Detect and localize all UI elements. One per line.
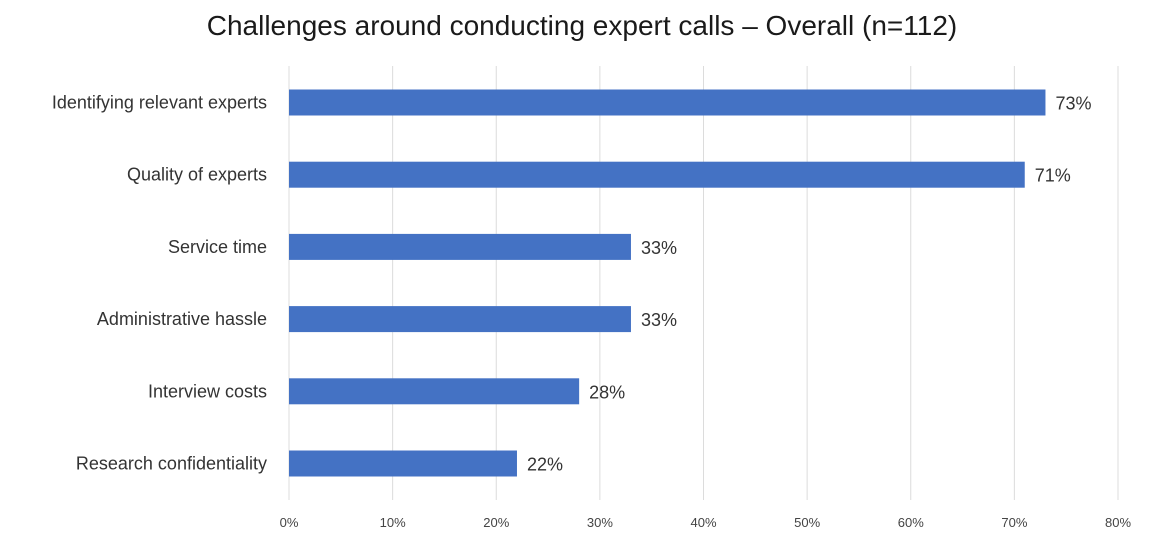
category-label: Administrative hassle: [97, 309, 267, 329]
data-label: 28%: [589, 382, 625, 402]
bar: [289, 233, 631, 260]
x-tick-label: 40%: [690, 515, 716, 530]
data-label: 73%: [1055, 94, 1091, 114]
bar: [289, 89, 1046, 116]
data-label: 33%: [641, 238, 677, 258]
bar: [289, 161, 1025, 188]
data-label: 71%: [1035, 166, 1071, 186]
x-tick-label: 60%: [898, 515, 924, 530]
category-label: Quality of experts: [127, 165, 267, 185]
x-tick-label: 30%: [587, 515, 613, 530]
bar: [289, 378, 580, 405]
x-tick-label: 20%: [483, 515, 509, 530]
bar: [289, 450, 517, 477]
chart-title: Challenges around conducting expert call…: [206, 10, 958, 41]
x-tick-label: 50%: [794, 515, 820, 530]
data-label: 22%: [527, 455, 563, 475]
category-label: Research confidentiality: [76, 454, 267, 474]
category-label: Identifying relevant experts: [52, 93, 267, 113]
category-label: Service time: [168, 237, 267, 257]
data-label: 33%: [641, 310, 677, 330]
x-tick-label: 10%: [380, 515, 406, 530]
x-tick-label: 70%: [1001, 515, 1027, 530]
bar: [289, 306, 631, 333]
category-label: Interview costs: [148, 381, 267, 401]
x-tick-label: 0%: [280, 515, 299, 530]
x-tick-label: 80%: [1105, 515, 1131, 530]
